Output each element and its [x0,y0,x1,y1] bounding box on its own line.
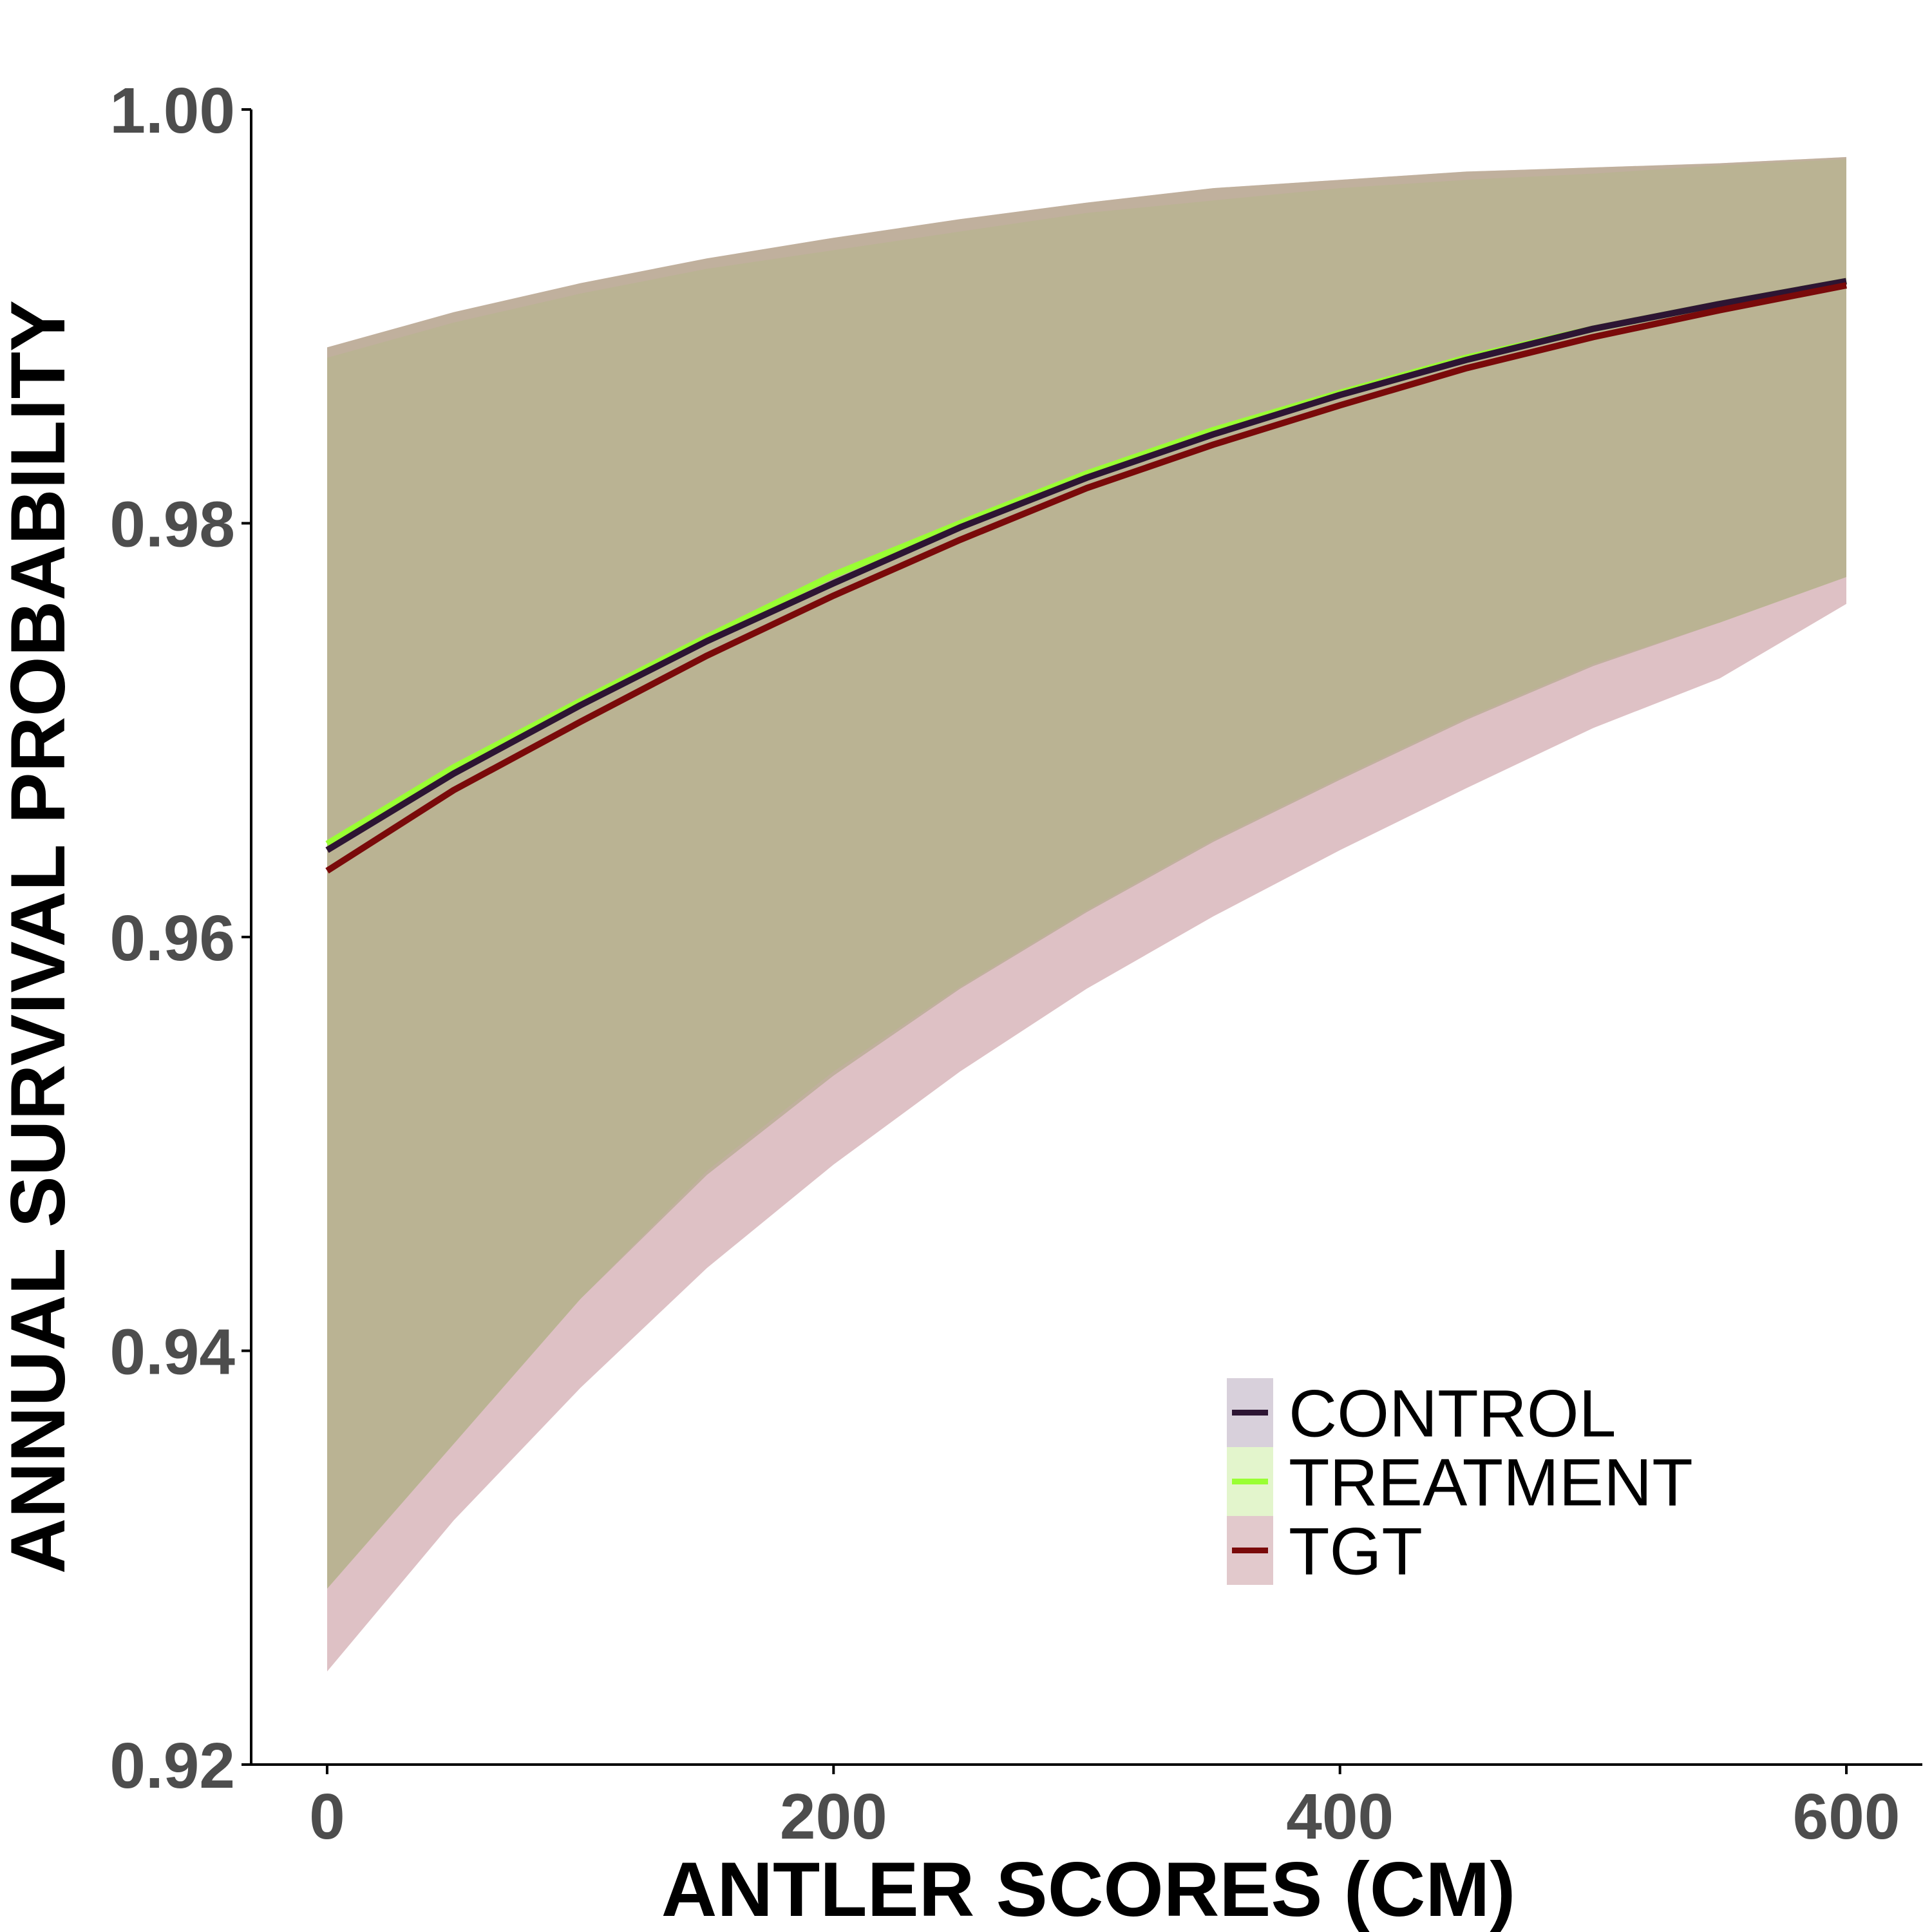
x-tick-label: 200 [780,1781,887,1853]
confidence-bands [327,156,1846,1672]
y-tick-label: 0.98 [109,489,235,561]
y-tick-label: 1.00 [109,75,235,147]
x-axis-ticks: 0 200 400 600 [309,1765,1900,1853]
y-tick-label: 0.94 [109,1316,235,1388]
y-axis-ticks: 0.92 0.94 0.96 0.98 1.00 [109,75,251,1802]
legend-label-control: CONTROL [1289,1377,1616,1452]
series-lines [325,278,1847,874]
legend-label-tgt: TGT [1289,1515,1423,1589]
x-axis-title: ANTLER SCORES (CM) [661,1846,1516,1932]
x-tick-label: 400 [1286,1781,1394,1853]
legend-label-treatment: TREATMENT [1289,1446,1693,1520]
line-tgt [325,282,1847,874]
y-tick-label: 0.92 [109,1730,235,1802]
x-tick-label: 600 [1793,1781,1900,1853]
y-axis-title: ANNUAL SURVIVAL PROBABILITY [0,300,81,1574]
line-control [325,278,1847,853]
x-tick-label: 0 [309,1781,345,1853]
band-control [327,156,1846,1589]
y-tick-label: 0.96 [109,902,235,974]
